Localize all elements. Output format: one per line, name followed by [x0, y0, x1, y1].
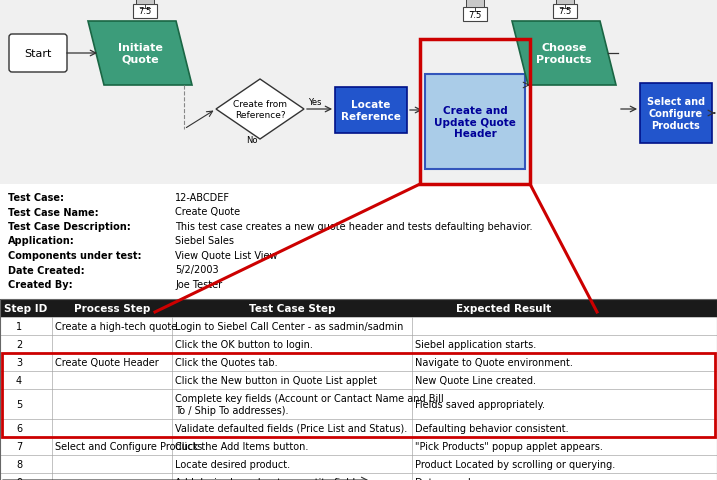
Text: This test case creates a new quote header and tests defaulting behavior.: This test case creates a new quote heade… [175, 222, 533, 231]
FancyBboxPatch shape [0, 336, 717, 353]
Text: Siebel application starts.: Siebel application starts. [415, 339, 536, 349]
Text: Defaulting behavior consistent.: Defaulting behavior consistent. [415, 423, 569, 433]
Text: 7.5: 7.5 [468, 11, 482, 20]
Text: 3: 3 [16, 357, 22, 367]
Text: Click the OK button to login.: Click the OK button to login. [175, 339, 313, 349]
Text: 6: 6 [16, 423, 22, 433]
Text: Create Quote Header: Create Quote Header [55, 357, 158, 367]
Polygon shape [88, 22, 192, 86]
FancyBboxPatch shape [556, 0, 574, 5]
Text: Login to Siebel Call Center - as sadmin/sadmin: Login to Siebel Call Center - as sadmin/… [175, 321, 404, 331]
FancyBboxPatch shape [136, 0, 154, 5]
FancyBboxPatch shape [0, 419, 717, 437]
FancyBboxPatch shape [0, 353, 717, 371]
Text: Step ID: Step ID [4, 303, 47, 313]
Text: Data saved.: Data saved. [415, 477, 474, 480]
Text: "Pick Products" popup applet appears.: "Pick Products" popup applet appears. [415, 441, 603, 451]
Text: Create a high-tech quote: Create a high-tech quote [55, 321, 177, 331]
Text: Initiate
Quote: Initiate Quote [118, 43, 163, 65]
Text: Choose
Products: Choose Products [536, 43, 592, 65]
Text: Navigate to Quote environment.: Navigate to Quote environment. [415, 357, 573, 367]
Text: 1: 1 [16, 321, 22, 331]
Text: Locate desired product.: Locate desired product. [175, 459, 290, 469]
Text: View Quote List View: View Quote List View [175, 251, 277, 261]
Text: Test Case Step: Test Case Step [249, 303, 336, 313]
Text: Complete key fields (Account or Cantact Name and Bill
To / Ship To addresses).: Complete key fields (Account or Cantact … [175, 394, 444, 415]
FancyBboxPatch shape [335, 88, 407, 134]
FancyBboxPatch shape [0, 317, 717, 336]
Text: Start: Start [24, 49, 52, 59]
FancyBboxPatch shape [0, 300, 717, 317]
Text: 7.5: 7.5 [138, 8, 151, 16]
Text: Create from
Reference?: Create from Reference? [233, 100, 287, 120]
FancyBboxPatch shape [0, 389, 717, 419]
FancyBboxPatch shape [0, 455, 717, 473]
Text: Joe Tester: Joe Tester [175, 279, 222, 289]
FancyBboxPatch shape [553, 5, 577, 19]
Text: 7: 7 [16, 441, 22, 451]
Text: Test Case:: Test Case: [8, 192, 64, 203]
Text: Select and Configure Products: Select and Configure Products [55, 441, 202, 451]
FancyBboxPatch shape [425, 75, 525, 169]
Text: 5/2/2003: 5/2/2003 [175, 265, 219, 275]
Text: Expected Result: Expected Result [456, 303, 551, 313]
Text: New Quote Line created.: New Quote Line created. [415, 375, 536, 385]
Text: 5: 5 [16, 399, 22, 409]
Text: Process Step: Process Step [74, 303, 150, 313]
FancyBboxPatch shape [133, 5, 157, 19]
FancyBboxPatch shape [0, 437, 717, 455]
Text: Date Created:: Date Created: [8, 265, 85, 275]
FancyBboxPatch shape [640, 84, 712, 144]
Polygon shape [512, 22, 616, 86]
Text: Click the Add Items button.: Click the Add Items button. [175, 441, 308, 451]
Text: Validate defaulted fields (Price List and Status).: Validate defaulted fields (Price List an… [175, 423, 407, 433]
Text: 12-ABCDEF: 12-ABCDEF [175, 192, 230, 203]
Text: 2: 2 [16, 339, 22, 349]
Text: Siebel Sales: Siebel Sales [175, 236, 234, 246]
FancyBboxPatch shape [0, 371, 717, 389]
Text: Test Case Description:: Test Case Description: [8, 222, 130, 231]
FancyBboxPatch shape [0, 0, 717, 185]
Text: Locate
Reference: Locate Reference [341, 100, 401, 121]
Text: Product Located by scrolling or querying.: Product Located by scrolling or querying… [415, 459, 615, 469]
Text: Fields saved appropriately.: Fields saved appropriately. [415, 399, 545, 409]
Text: Add desired number to quantity field.: Add desired number to quantity field. [175, 477, 358, 480]
FancyBboxPatch shape [463, 8, 487, 22]
Text: Created By:: Created By: [8, 279, 72, 289]
Text: Click the Quotes tab.: Click the Quotes tab. [175, 357, 277, 367]
Text: Application:: Application: [8, 236, 75, 246]
FancyBboxPatch shape [0, 473, 717, 480]
Text: 9: 9 [16, 477, 22, 480]
Text: Create Quote: Create Quote [175, 207, 240, 217]
Text: Click the New button in Quote List applet: Click the New button in Quote List apple… [175, 375, 377, 385]
FancyBboxPatch shape [9, 35, 67, 73]
Text: 8: 8 [16, 459, 22, 469]
Polygon shape [216, 80, 304, 140]
Text: No: No [246, 136, 257, 144]
Text: Components under test:: Components under test: [8, 251, 141, 261]
Text: Yes: Yes [308, 98, 321, 107]
Text: Test Case Name:: Test Case Name: [8, 207, 99, 217]
Text: Select and
Configure
Products: Select and Configure Products [647, 97, 705, 131]
Text: 4: 4 [16, 375, 22, 385]
FancyBboxPatch shape [466, 0, 484, 8]
Text: Create and
Update Quote
Header: Create and Update Quote Header [434, 106, 516, 139]
Text: 7.5: 7.5 [559, 8, 571, 16]
